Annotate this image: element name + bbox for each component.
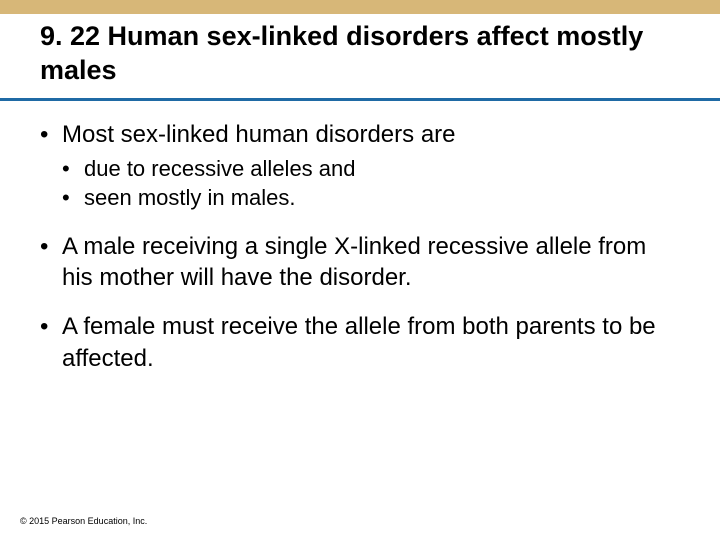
bullet-text: due to recessive alleles and [84,156,356,181]
list-item: seen mostly in males. [62,183,680,213]
list-item: A male receiving a single X-linked reces… [40,231,680,293]
list-item: A female must receive the allele from bo… [40,311,680,373]
bullet-list: Most sex-linked human disorders are due … [40,119,680,374]
bullet-text: Most sex-linked human disorders are [62,121,456,148]
title-area: 9. 22 Human sex-linked disorders affect … [0,14,720,98]
list-item: due to recessive alleles and [62,154,680,184]
sub-bullet-list: due to recessive alleles and seen mostly… [62,154,680,213]
bullet-text: A male receiving a single X-linked reces… [62,233,646,291]
header-accent-bar [0,0,720,14]
bullet-text: seen mostly in males. [84,185,296,210]
list-item: Most sex-linked human disorders are due … [40,119,680,214]
copyright-notice: © 2015 Pearson Education, Inc. [20,516,147,526]
content-area: Most sex-linked human disorders are due … [0,101,720,374]
slide-title: 9. 22 Human sex-linked disorders affect … [40,20,680,88]
bullet-text: A female must receive the allele from bo… [62,313,656,371]
slide-container: { "colors": { "top_bar": "#d7b778", "div… [0,0,720,540]
